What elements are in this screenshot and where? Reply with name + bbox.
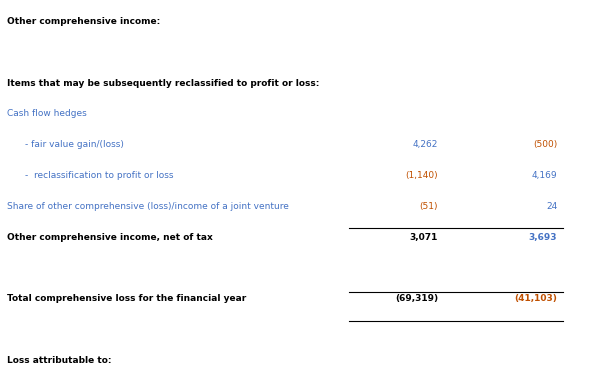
Text: Other comprehensive income, net of tax: Other comprehensive income, net of tax <box>7 233 213 242</box>
Text: 3,693: 3,693 <box>529 233 557 242</box>
Text: -  reclassification to profit or loss: - reclassification to profit or loss <box>25 171 173 180</box>
Text: 4,169: 4,169 <box>532 171 557 180</box>
Text: (1,140): (1,140) <box>405 171 438 180</box>
Text: Items that may be subsequently reclassified to profit or loss:: Items that may be subsequently reclassif… <box>7 79 319 88</box>
Text: Loss attributable to:: Loss attributable to: <box>7 356 111 365</box>
Text: 3,071: 3,071 <box>409 233 438 242</box>
Text: 24: 24 <box>546 202 557 211</box>
Text: Other comprehensive income:: Other comprehensive income: <box>7 17 160 26</box>
Text: (69,319): (69,319) <box>395 294 438 303</box>
Text: (41,103): (41,103) <box>514 294 557 303</box>
Text: - fair value gain/(loss): - fair value gain/(loss) <box>25 140 124 149</box>
Text: Cash flow hedges: Cash flow hedges <box>7 109 87 118</box>
Text: Share of other comprehensive (loss)/income of a joint venture: Share of other comprehensive (loss)/inco… <box>7 202 289 211</box>
Text: 4,262: 4,262 <box>412 140 438 149</box>
Text: (51): (51) <box>420 202 438 211</box>
Text: Total comprehensive loss for the financial year: Total comprehensive loss for the financi… <box>7 294 246 303</box>
Text: (500): (500) <box>533 140 557 149</box>
